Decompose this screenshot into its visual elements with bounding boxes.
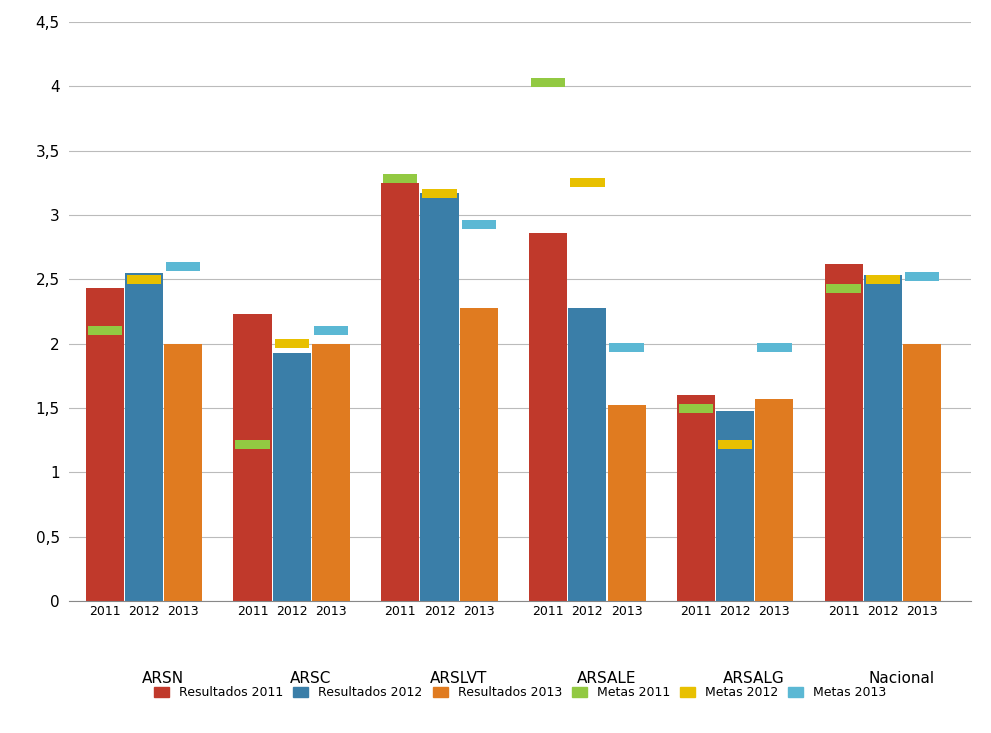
Bar [127,275,162,284]
Bar [422,188,457,198]
Text: ARSALE: ARSALE [577,671,636,685]
Bar [568,308,606,601]
Bar [825,264,863,601]
Bar [236,440,270,449]
Text: ARSC: ARSC [290,671,332,685]
Bar [866,275,900,284]
Bar [273,353,311,601]
Bar [570,178,605,188]
Bar [125,273,164,601]
Bar [165,344,202,601]
Bar [677,395,715,601]
Bar [755,399,794,601]
Bar [717,440,752,449]
Bar [275,339,309,348]
Bar [234,314,272,601]
Bar [166,262,200,271]
Bar [757,343,792,352]
Bar [460,308,497,601]
Bar [462,219,496,229]
Bar [382,183,419,601]
Bar [529,233,567,601]
Bar [87,326,122,335]
Legend: Resultados 2011, Resultados 2012, Resultados 2013, Metas 2011, Metas 2012, Metas: Resultados 2011, Resultados 2012, Result… [154,686,887,699]
Text: Nacional: Nacional [869,671,935,685]
Bar [607,405,646,601]
Bar [716,410,754,601]
Bar [312,344,350,601]
Bar [420,193,459,601]
Bar [826,284,861,293]
Bar [86,288,124,601]
Text: ARSALG: ARSALG [723,671,785,685]
Bar [531,78,565,87]
Text: ARSN: ARSN [142,671,184,685]
Bar [864,276,902,601]
Bar [384,174,417,183]
Bar [314,326,348,335]
Bar [679,404,713,413]
Text: ARSLVT: ARSLVT [430,671,488,685]
Bar [903,344,941,601]
Bar [609,343,644,352]
Bar [905,272,939,281]
